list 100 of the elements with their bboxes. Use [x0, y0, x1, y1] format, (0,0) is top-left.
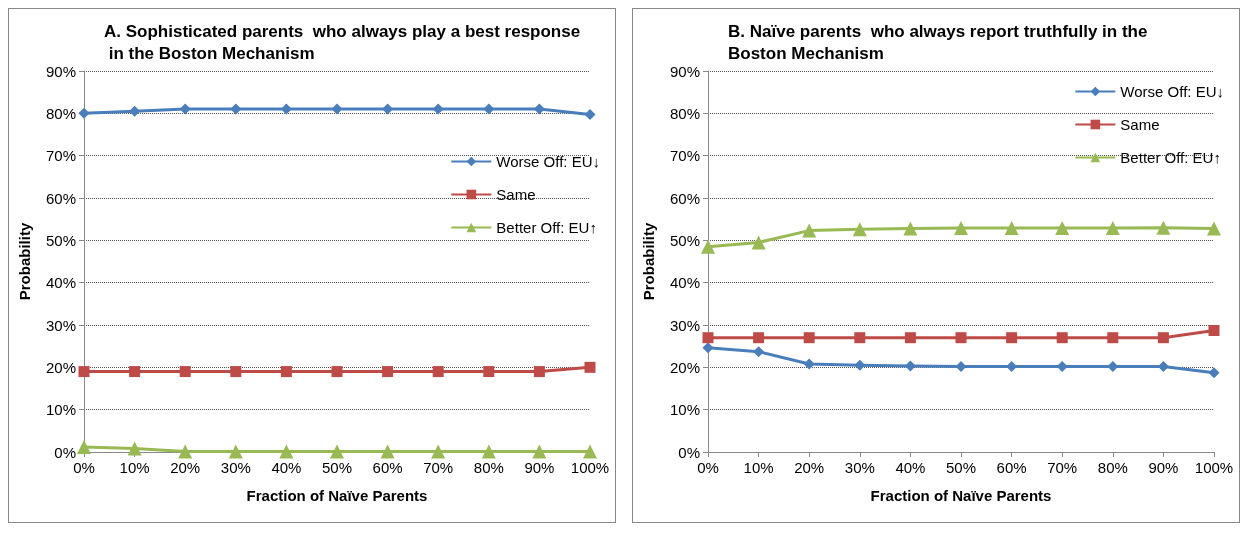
point: [77, 439, 91, 454]
point: [1004, 221, 1019, 236]
x-axis-title: Fraction of Naïve Parents: [246, 487, 428, 504]
point: [331, 103, 343, 115]
x-tick-label: 90%: [1148, 459, 1179, 476]
y-tick-label: 50%: [45, 231, 76, 249]
x-tick-label: 40%: [271, 459, 302, 476]
point: [481, 444, 496, 459]
point: [1105, 221, 1120, 236]
point: [702, 332, 714, 344]
x-tick-label: 70%: [423, 459, 454, 476]
y-axis-title: Probability: [16, 222, 33, 301]
point: [178, 444, 193, 459]
y-tick-label: 40%: [45, 274, 76, 292]
point: [803, 332, 815, 344]
point: [1208, 367, 1220, 379]
point: [432, 366, 444, 378]
legend-label: Worse Off: EU↓: [496, 153, 600, 170]
point: [751, 235, 766, 250]
y-tick-label: 0%: [678, 443, 700, 461]
point: [701, 239, 715, 254]
point: [330, 444, 344, 459]
point: [129, 366, 141, 378]
point: [127, 441, 142, 456]
chart-title: A. Sophisticated parents who always play a best response in the Boston Mechanism: [104, 21, 581, 63]
point: [431, 444, 446, 459]
point: [1006, 332, 1018, 344]
x-tick-label: 90%: [524, 459, 555, 476]
point: [802, 223, 817, 238]
x-tick-label: 30%: [220, 459, 251, 476]
x-tick-label: 80%: [473, 459, 504, 476]
legend-label: Same: [1120, 116, 1160, 133]
y-tick-label: 90%: [669, 62, 700, 80]
legend-label: Better Off: EU↑: [496, 219, 597, 236]
x-tick-label: 60%: [372, 459, 403, 476]
point: [702, 342, 714, 354]
point: [78, 366, 90, 378]
x-tick-label: 100%: [570, 459, 610, 476]
legend-label: Better Off: EU↑: [1120, 149, 1221, 166]
y-tick-label: 20%: [669, 358, 700, 376]
y-tick-label: 10%: [45, 401, 76, 419]
x-tick-label: 100%: [1194, 459, 1234, 476]
y-tick-label: 70%: [45, 147, 76, 165]
point: [1056, 332, 1068, 344]
point: [904, 332, 916, 344]
x-tick-label: 10%: [743, 459, 774, 476]
y-tick-label: 0%: [54, 443, 76, 461]
point: [1107, 332, 1119, 344]
y-tick-label: 30%: [45, 316, 76, 334]
y-tick-label: 60%: [45, 189, 76, 207]
point: [753, 346, 765, 358]
y-tick-label: 90%: [45, 62, 76, 80]
x-tick-label: 50%: [945, 459, 977, 476]
point: [179, 103, 191, 115]
legend-label: Same: [496, 186, 536, 203]
point: [954, 221, 968, 236]
point: [1157, 332, 1169, 344]
chart-title: B. Naïve parents who always report truthfully in the Boston Mechanism: [728, 21, 1153, 63]
point: [852, 222, 867, 237]
x-tick-label: 10%: [119, 459, 150, 476]
point: [955, 332, 967, 344]
point: [803, 358, 815, 370]
point: [1055, 221, 1070, 236]
point: [279, 444, 294, 459]
x-tick-label: 70%: [1047, 459, 1078, 476]
y-axis-title: Probability: [640, 222, 657, 301]
x-tick-label: 20%: [170, 459, 201, 476]
x-tick-label: 0%: [73, 459, 95, 476]
point: [532, 444, 547, 459]
point: [230, 366, 242, 378]
x-tick-label: 50%: [321, 459, 353, 476]
point: [331, 366, 343, 378]
point: [1207, 221, 1221, 236]
point: [382, 366, 394, 378]
y-tick-label: 60%: [669, 189, 700, 207]
x-tick-label: 0%: [697, 459, 719, 476]
x-tick-label: 30%: [844, 459, 875, 476]
point: [584, 361, 596, 373]
point: [179, 366, 191, 378]
point: [584, 109, 596, 121]
y-tick-label: 70%: [669, 147, 700, 165]
y-tick-label: 20%: [45, 358, 76, 376]
y-tick-label: 50%: [669, 231, 700, 249]
point: [583, 444, 597, 459]
y-tick-label: 40%: [669, 274, 700, 292]
x-tick-label: 80%: [1097, 459, 1128, 476]
point: [380, 444, 395, 459]
x-tick-label: 40%: [895, 459, 926, 476]
point: [78, 107, 90, 119]
point: [483, 366, 495, 378]
point: [1156, 220, 1171, 235]
point: [228, 444, 243, 459]
legend-label: Worse Off: EU↓: [1120, 83, 1224, 100]
point: [1208, 325, 1220, 336]
x-tick-label: 20%: [794, 459, 825, 476]
point: [280, 366, 292, 378]
point: [533, 366, 545, 378]
y-tick-label: 80%: [669, 104, 700, 122]
point: [903, 221, 918, 236]
x-axis-title: Fraction of Naïve Parents: [870, 487, 1052, 504]
